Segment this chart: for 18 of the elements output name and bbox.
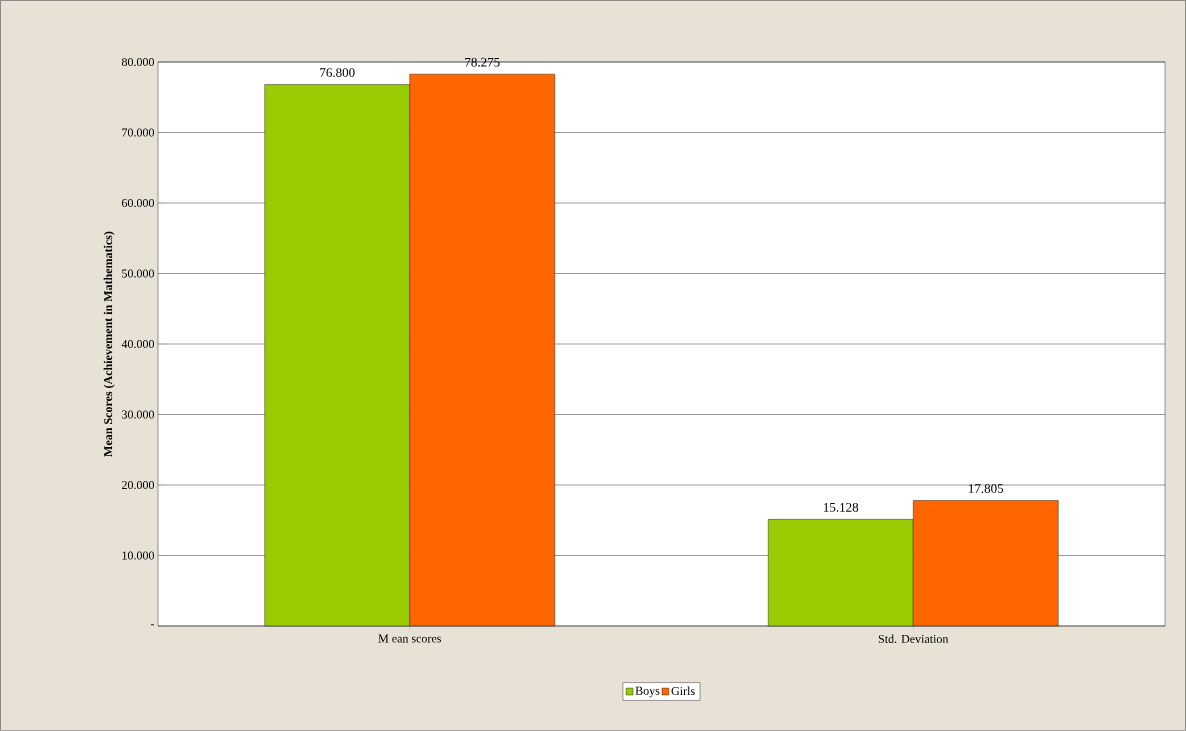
y-tick-label: 80.000: [121, 57, 154, 67]
data-label: 76.800: [320, 68, 355, 78]
x-tick-label: M ean scores: [378, 634, 441, 643]
x-tick-label: Std. Deviation: [878, 634, 949, 644]
y-tick-label: 40.000: [121, 339, 154, 349]
y-tick-label: 50.000: [122, 269, 154, 278]
y-tick-label: 20.000: [122, 480, 154, 490]
legend-label: Girls: [671, 686, 695, 696]
y-tick-label: 70.000: [122, 128, 154, 137]
legend-label: Boys: [635, 686, 660, 698]
data-label: 78.275: [465, 57, 500, 67]
data-label: 17.805: [969, 484, 1004, 493]
y-tick-label: 30.000: [122, 410, 154, 419]
y-tick-label: -: [150, 624, 155, 626]
data-label: 15.128: [824, 502, 859, 512]
y-tick-label: 60.000: [121, 198, 154, 208]
y-axis-title: Mean Scores (Achievement in Mathematics): [103, 231, 115, 457]
y-tick-label: 10.000: [122, 551, 154, 560]
